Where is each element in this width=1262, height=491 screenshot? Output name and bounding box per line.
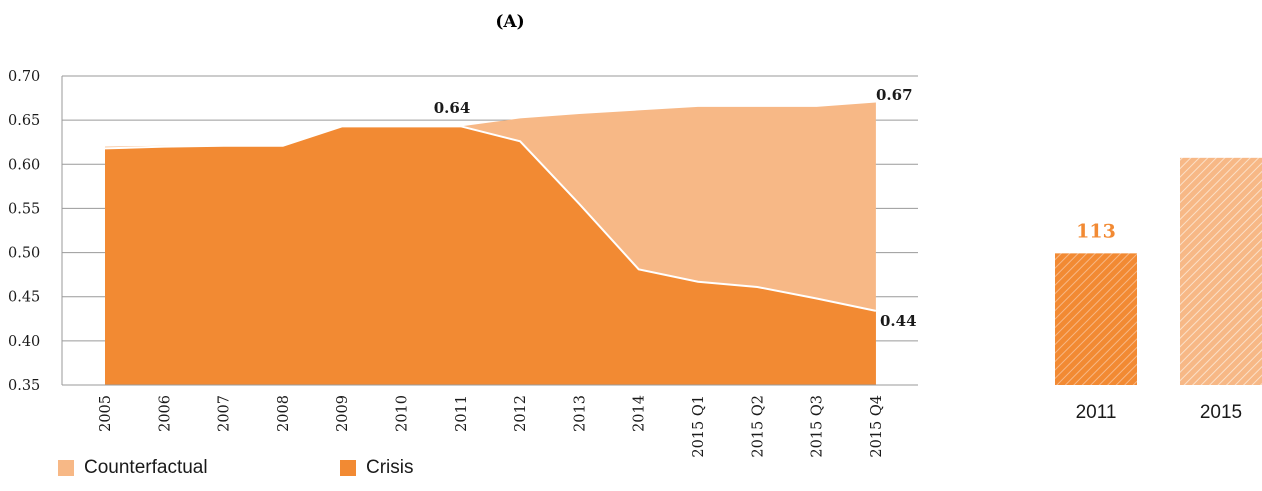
x-tick-label: 2015 Q2 [750, 395, 766, 458]
y-tick-label: 0.45 [8, 290, 40, 306]
bar-2011 [1055, 253, 1137, 385]
x-tick-label: 2011 [454, 395, 470, 432]
y-tick-label: 0.60 [8, 157, 40, 173]
y-tick-label: 0.65 [8, 113, 40, 129]
y-tick-label: 0.70 [8, 69, 40, 85]
x-tick-label: 2015 Q4 [869, 395, 885, 458]
x-tick-label: 2015 Q1 [691, 395, 707, 458]
x-tick-label: 2005 [98, 395, 114, 432]
data-label: 0.67 [876, 86, 913, 104]
y-tick-label: 0.55 [8, 201, 40, 217]
x-tick-label: 2015 Q3 [810, 395, 826, 458]
legend-swatch-crisis [340, 460, 356, 476]
x-tick-label: 2012 [513, 395, 529, 432]
bar-category-label: 2011 [1076, 402, 1117, 423]
bar-value-label: 113 [1076, 220, 1116, 242]
x-tick-label: 2007 [217, 395, 233, 432]
legend-counterfactual: Counterfactual [58, 457, 208, 479]
data-label: 0.64 [434, 99, 471, 117]
legend-label-counterfactual: Counterfactual [84, 457, 208, 478]
legend-swatch-counterfactual [58, 460, 74, 476]
x-tick-label: 2010 [395, 395, 411, 432]
bar-2015 [1180, 157, 1262, 385]
x-tick-label: 2009 [335, 395, 351, 432]
y-tick-label: 0.50 [8, 246, 40, 262]
x-tick-label: 2013 [572, 395, 588, 432]
x-tick-label: 2006 [157, 395, 173, 432]
area-crisis [105, 126, 876, 385]
area-chart: (A) 0.70 0.65 0.60 0.55 0.50 0.45 0.40 0.35 200… [8, 12, 918, 458]
legend-label-crisis: Crisis [366, 457, 414, 478]
bar-category-label: 2015 [1200, 402, 1242, 423]
crisis-line [104, 125, 877, 312]
chart-title: (A) [495, 12, 524, 32]
x-tick-label: 2008 [276, 395, 292, 432]
data-label: 0.44 [880, 312, 917, 330]
legend-crisis: Crisis [340, 457, 414, 479]
x-tick-label: 2014 [632, 395, 648, 432]
bar-chart: 2011 113 2015 [1055, 157, 1262, 423]
y-tick-label: 0.40 [8, 334, 40, 350]
y-tick-label: 0.35 [8, 378, 40, 394]
